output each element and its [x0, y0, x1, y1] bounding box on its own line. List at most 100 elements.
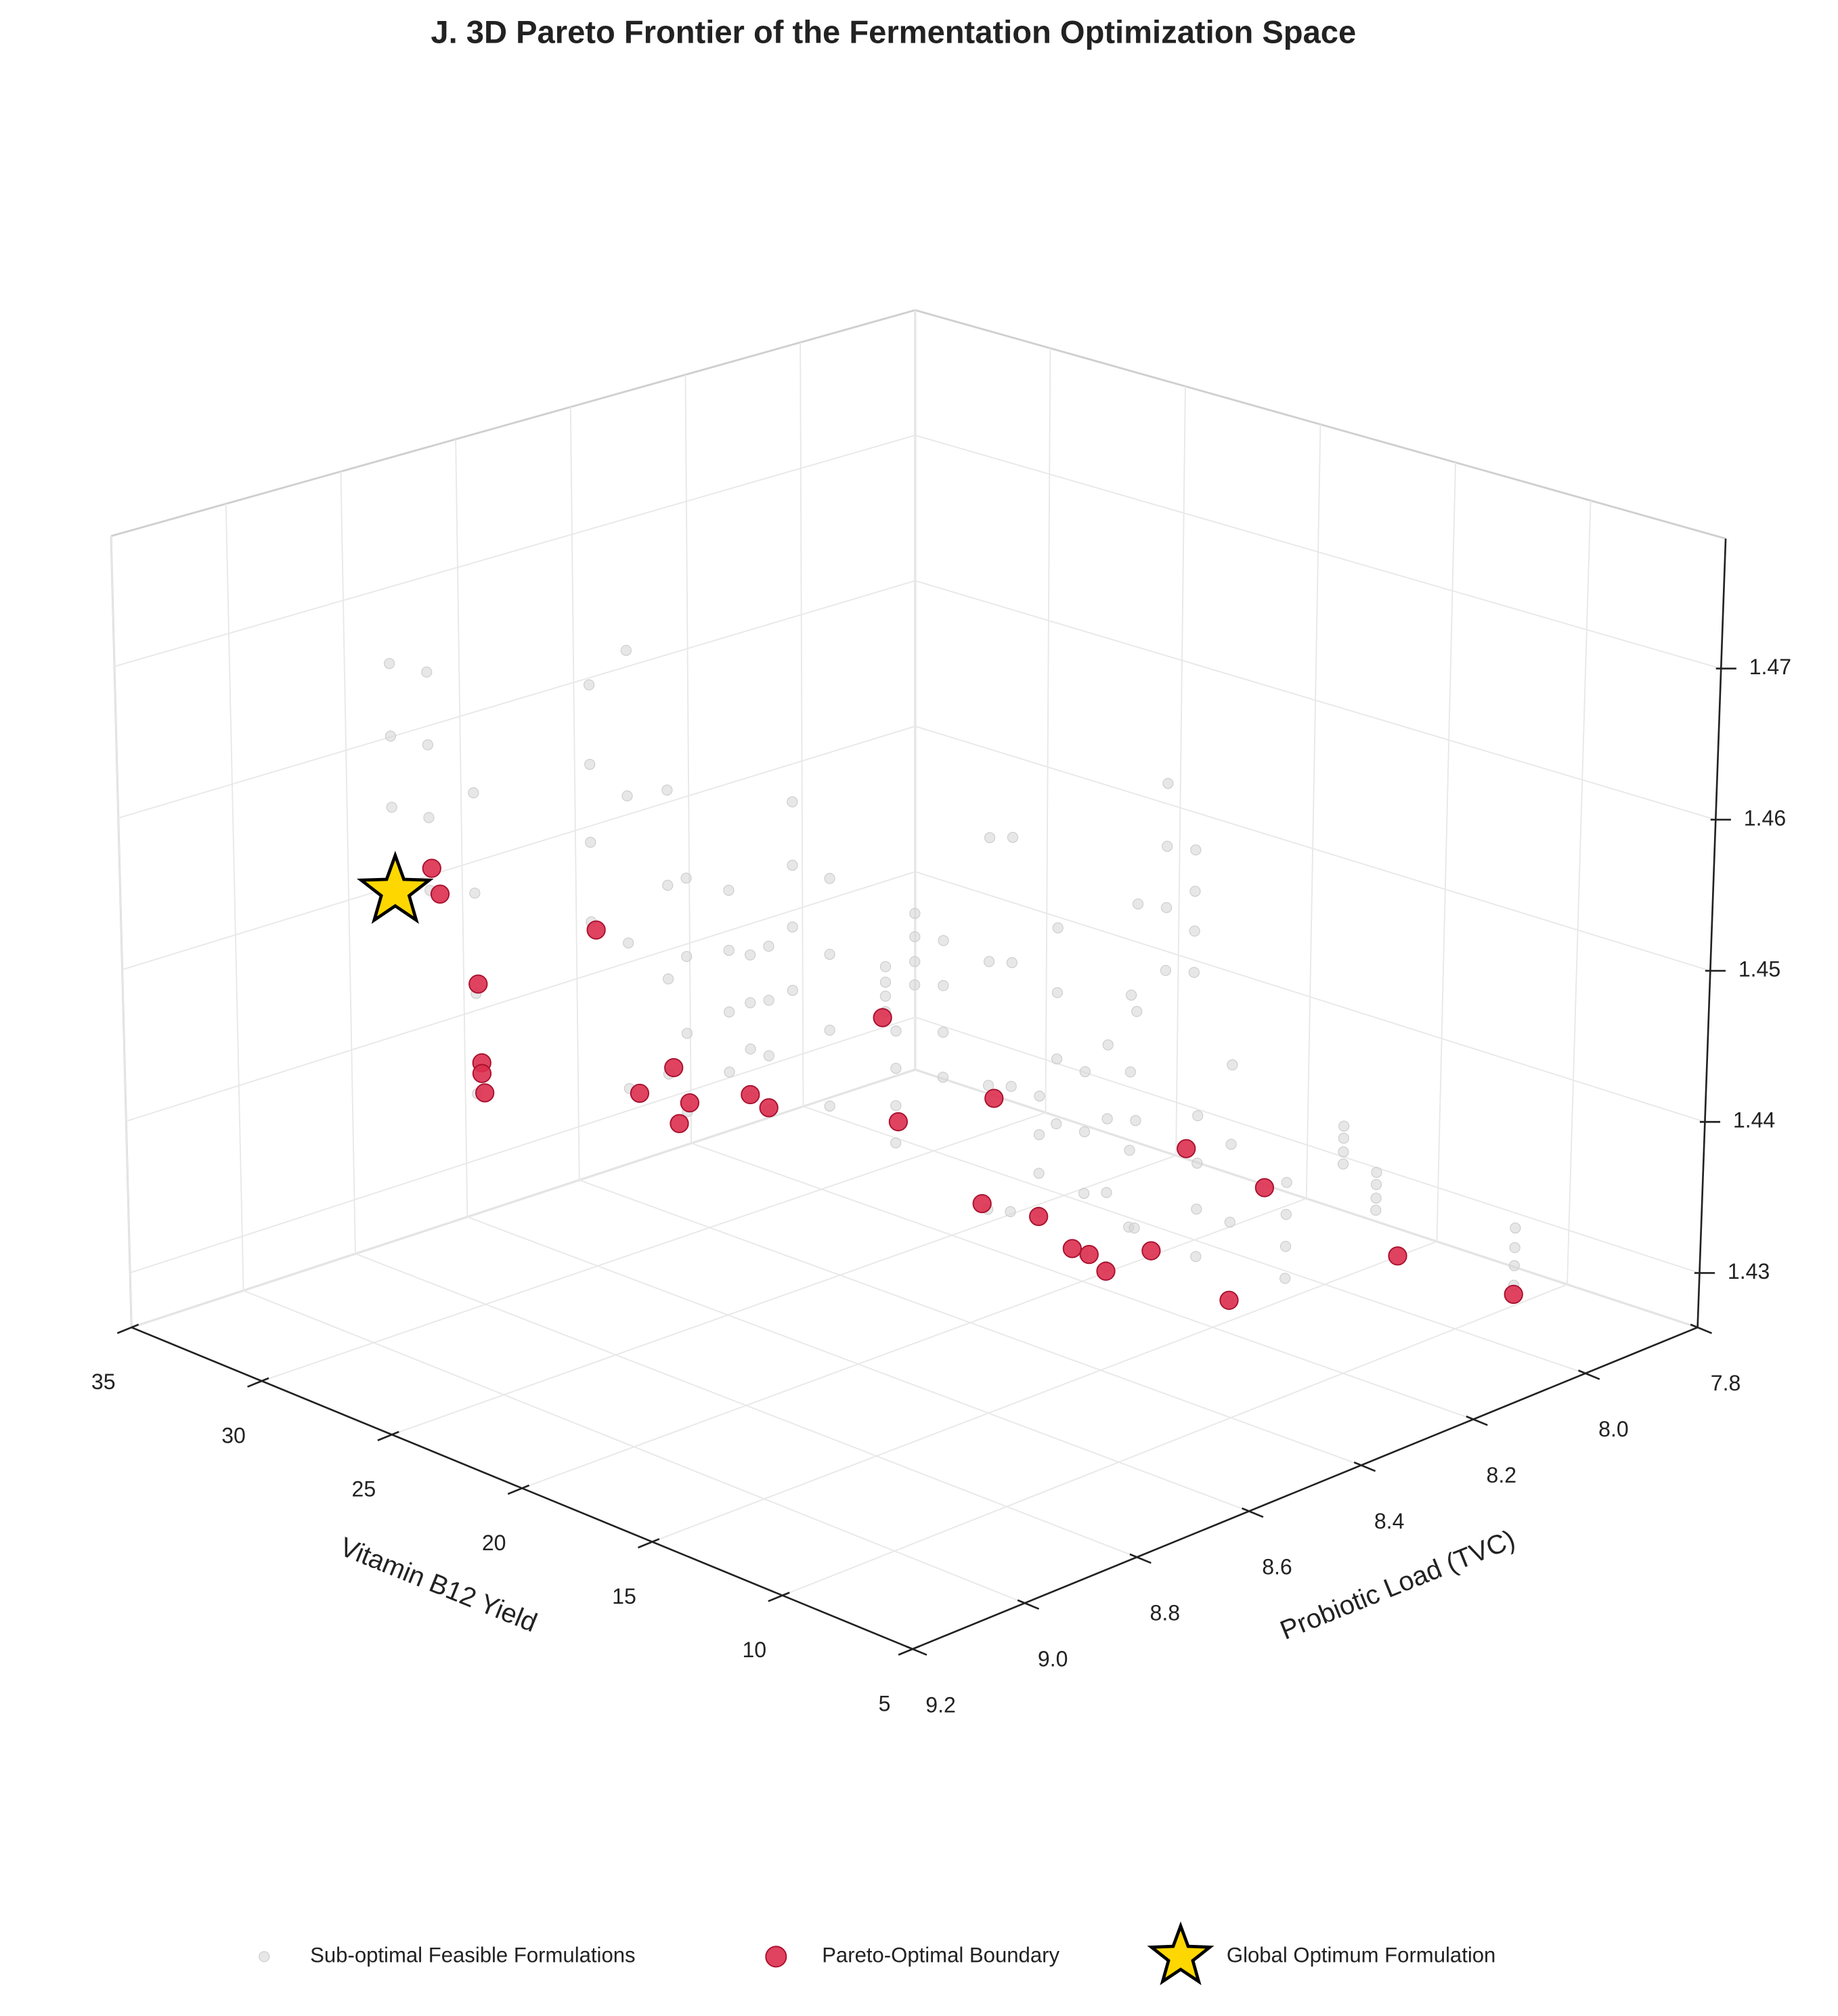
point-marker: [1162, 840, 1173, 852]
y-tick-label: 8.4: [1374, 1509, 1405, 1533]
pane-edge: [110, 309, 916, 538]
y-tick-label: 8.2: [1487, 1463, 1517, 1487]
x-tick-label: 15: [612, 1584, 636, 1608]
grid-line: [1436, 462, 1456, 1242]
point-marker: [1371, 1166, 1382, 1178]
x-tick: [768, 1592, 790, 1602]
point-marker: [763, 994, 774, 1006]
point-marker: [1005, 1206, 1016, 1217]
point-marker: [584, 679, 595, 691]
point-marker: [1162, 778, 1174, 789]
point-marker: [1029, 1206, 1049, 1227]
point-marker: [664, 1057, 684, 1078]
point-marker: [763, 1050, 774, 1061]
y-tick-label: 8.8: [1150, 1601, 1181, 1625]
point-marker: [1508, 1260, 1520, 1271]
point-marker: [759, 1098, 779, 1118]
point-marker: [982, 1080, 994, 1091]
grid-line: [118, 579, 916, 819]
grid-line: [1175, 386, 1186, 1156]
x-tick-label: 5: [879, 1691, 891, 1715]
point-marker: [787, 860, 798, 871]
point-marker: [422, 858, 441, 878]
y-tick: [1242, 1507, 1264, 1518]
y-tick-label: 9.0: [1038, 1646, 1068, 1671]
grid-line: [782, 1284, 1568, 1596]
point-marker: [430, 884, 450, 904]
point-marker: [472, 1064, 492, 1083]
point-marker: [984, 832, 996, 843]
point-marker: [1188, 967, 1200, 978]
star-marker: [357, 850, 434, 924]
point-marker: [1189, 885, 1201, 897]
point-marker: [1370, 1204, 1382, 1216]
point-marker: [1141, 1241, 1161, 1261]
point-marker: [824, 1100, 835, 1112]
point-marker: [1131, 1006, 1143, 1017]
point-marker: [938, 980, 949, 992]
grid-line: [1305, 424, 1321, 1199]
point-marker: [1124, 1066, 1136, 1078]
point-marker: [1281, 1177, 1292, 1188]
point-marker: [890, 1025, 902, 1037]
point-marker: [620, 644, 632, 656]
point-marker: [1078, 1187, 1090, 1199]
grid-line: [243, 1290, 1026, 1604]
point-marker: [1510, 1222, 1521, 1234]
y-tick: [1690, 1323, 1713, 1334]
point-marker: [741, 1084, 760, 1105]
point-marker: [1338, 1133, 1349, 1144]
grid-line: [800, 342, 804, 1107]
point-marker: [1225, 1139, 1237, 1150]
point-marker: [1033, 1168, 1045, 1179]
z-tick-label: 1.44: [1733, 1108, 1775, 1133]
point-marker: [1370, 1192, 1382, 1204]
point-marker: [385, 730, 397, 742]
y-tick: [1466, 1416, 1488, 1426]
point-marker: [384, 658, 395, 670]
points: [357, 644, 1523, 1310]
legend-label: Global Optimum Formulation: [1227, 1944, 1495, 1967]
grid-line: [579, 1179, 1361, 1466]
point-marker: [1191, 1158, 1203, 1169]
grid: [110, 310, 1727, 1650]
grid-line: [467, 1216, 1250, 1512]
grid-line: [569, 407, 580, 1181]
point-marker: [909, 908, 921, 919]
z-tick-label: 1.47: [1749, 655, 1791, 679]
point-marker: [787, 796, 798, 808]
point-marker: [386, 802, 397, 813]
point-marker: [1279, 1241, 1292, 1252]
point-marker: [824, 1024, 835, 1036]
point-marker: [1191, 1203, 1202, 1215]
point-marker: [1034, 1091, 1045, 1102]
point-marker: [1132, 898, 1144, 910]
point-marker: [909, 931, 921, 942]
grid-line: [261, 1112, 1046, 1382]
point-marker: [1051, 1118, 1062, 1130]
legend-marker: [1147, 1921, 1215, 1986]
x-tick-label: 20: [482, 1531, 506, 1555]
y-tick-label: 9.2: [925, 1692, 956, 1717]
legend-label: Sub-optimal Feasible Formulations: [310, 1944, 635, 1967]
point-marker: [824, 948, 835, 960]
x-tick: [507, 1484, 530, 1495]
y-tick: [1017, 1599, 1040, 1610]
point-marker: [1101, 1187, 1112, 1198]
point-marker: [745, 1043, 756, 1055]
x-tick: [638, 1538, 660, 1549]
point-marker: [888, 1112, 909, 1132]
point-marker: [1219, 1290, 1239, 1310]
point-marker: [724, 1066, 735, 1078]
point-marker: [1129, 1222, 1140, 1234]
point-marker: [623, 937, 634, 949]
y-tick: [1129, 1553, 1152, 1564]
point-marker: [937, 1072, 948, 1083]
point-marker: [1177, 1139, 1196, 1158]
grid-line: [225, 504, 244, 1291]
point-marker: [1338, 1146, 1349, 1158]
y-axis-title: Probiotic Load (TVC): [1276, 1525, 1519, 1646]
point-marker: [421, 666, 433, 678]
grid-line: [110, 535, 133, 1328]
